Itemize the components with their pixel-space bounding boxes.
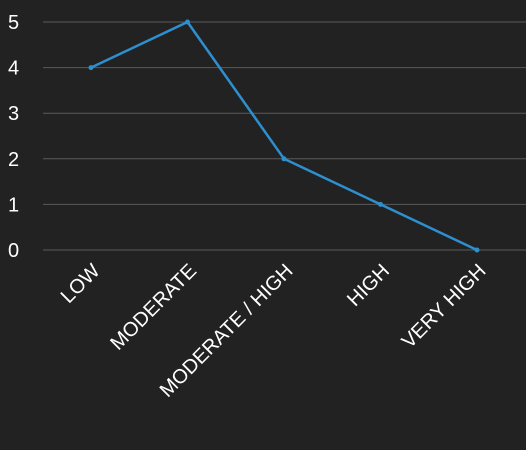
- data-point: [185, 20, 190, 25]
- series-line: [91, 22, 477, 250]
- x-category-label: LOW: [57, 260, 105, 308]
- data-point: [89, 65, 94, 70]
- data-point: [475, 248, 480, 253]
- x-category-label: VERY HIGH: [398, 260, 491, 353]
- y-axis-ticks: 0 1 2 3 4 5: [8, 12, 19, 262]
- y-tick-label: 5: [8, 12, 19, 34]
- x-category-label: MODERATE: [106, 260, 201, 355]
- data-point: [378, 202, 383, 207]
- data-point: [282, 156, 287, 161]
- y-tick-label: 4: [8, 58, 19, 80]
- y-tick-label: 1: [8, 194, 19, 216]
- y-tick-label: 3: [8, 103, 19, 125]
- y-tick-label: 0: [8, 240, 19, 262]
- series-points: [89, 20, 480, 253]
- x-category-label: HIGH: [343, 260, 394, 311]
- y-tick-label: 2: [8, 149, 19, 171]
